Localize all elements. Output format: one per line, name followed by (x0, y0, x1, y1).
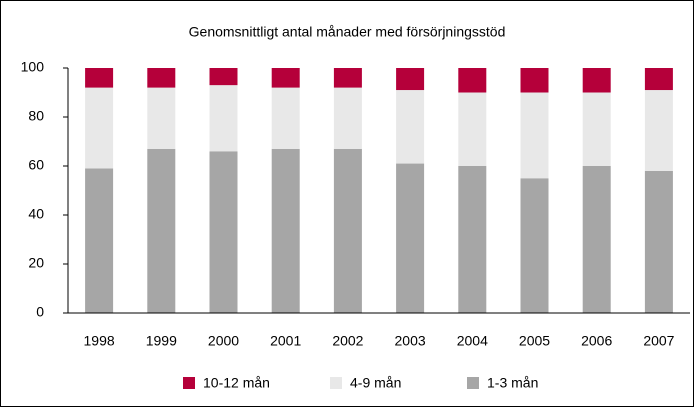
x-tick-label: 2004 (457, 333, 488, 349)
bar-segment (85, 87, 114, 169)
y-tick-label: 100 (21, 59, 45, 75)
x-tick-label: 2006 (581, 333, 612, 349)
bar-segment (85, 168, 114, 313)
bar-segment (458, 68, 487, 93)
bar-segment (396, 163, 425, 313)
chart-title: Genomsnittligt antal månader med försörj… (189, 24, 506, 40)
bar-segment (209, 85, 238, 152)
bar-segment (520, 178, 549, 313)
bar-segment (396, 68, 425, 91)
y-tick-label: 60 (28, 157, 44, 173)
bar-segment (582, 166, 611, 313)
bar-segment (333, 148, 362, 313)
x-tick-label: 2005 (519, 333, 550, 349)
bar-segment (333, 68, 362, 88)
y-tick-label: 40 (28, 206, 44, 222)
bar-segment (209, 68, 238, 86)
x-tick-label: 2002 (332, 333, 363, 349)
bar-segment (520, 68, 549, 93)
bar-segment (271, 87, 300, 149)
bar-segment (644, 68, 673, 91)
bar-segment (644, 90, 673, 171)
y-tick-label: 80 (28, 108, 44, 124)
bar-segment (271, 68, 300, 88)
bar-segment (271, 148, 300, 313)
y-tick-label: 20 (28, 255, 44, 271)
x-tick-label: 1998 (84, 333, 115, 349)
bar-segment (582, 68, 611, 93)
legend-swatch (467, 377, 479, 389)
x-tick-label: 2003 (395, 333, 426, 349)
x-tick-label: 2000 (208, 333, 239, 349)
bar-segment (458, 166, 487, 313)
bar-segment (85, 68, 114, 88)
bar-segment (209, 151, 238, 313)
bar-segment (396, 90, 425, 164)
bar-segment (147, 87, 176, 149)
bar-segment (458, 92, 487, 166)
bar-segment (147, 148, 176, 313)
bar-segment (333, 87, 362, 149)
bar-segment (582, 92, 611, 166)
y-tick-label: 0 (36, 304, 44, 320)
legend-swatch (330, 377, 342, 389)
legend-label: 4-9 mån (350, 375, 401, 391)
x-tick-label: 2007 (643, 333, 674, 349)
bar-segment (520, 92, 549, 179)
x-tick-label: 1999 (146, 333, 177, 349)
bar-segment (147, 68, 176, 88)
x-tick-label: 2001 (270, 333, 301, 349)
legend-label: 1-3 mån (487, 375, 538, 391)
legend-swatch (183, 377, 195, 389)
bar-segment (644, 170, 673, 313)
legend-label: 10-12 mån (203, 375, 270, 391)
